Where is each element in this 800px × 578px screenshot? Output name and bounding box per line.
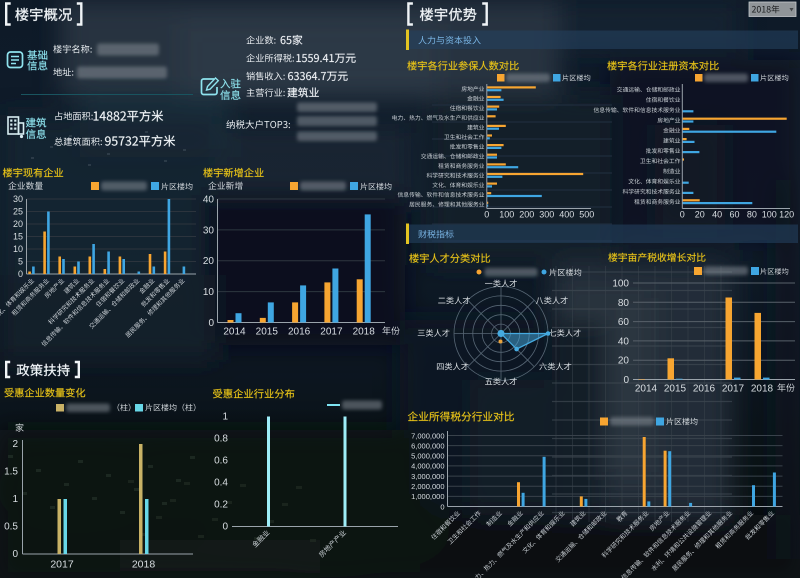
svg-text:2018: 2018 — [132, 559, 156, 571]
svg-text:2016: 2016 — [288, 327, 311, 338]
svg-text:1: 1 — [222, 412, 228, 423]
svg-text:2018: 2018 — [751, 384, 774, 395]
svg-text:80: 80 — [618, 298, 630, 309]
svg-text:120: 120 — [779, 210, 794, 220]
svg-text:5: 5 — [18, 257, 23, 267]
svg-text:2,000,000: 2,000,000 — [411, 482, 444, 491]
svg-text:100: 100 — [499, 210, 514, 220]
svg-text:0.8: 0.8 — [214, 434, 228, 445]
svg-text:30: 30 — [13, 194, 23, 204]
svg-text:60: 60 — [618, 317, 630, 328]
svg-text:7,000,000: 7,000,000 — [411, 431, 444, 440]
svg-text:40: 40 — [203, 195, 215, 206]
svg-text:10: 10 — [203, 287, 215, 298]
svg-text:0.2: 0.2 — [214, 500, 228, 511]
svg-text:20: 20 — [13, 219, 23, 229]
svg-text:100: 100 — [762, 210, 777, 220]
svg-text:2014: 2014 — [223, 327, 246, 338]
svg-text:30: 30 — [203, 225, 215, 236]
svg-text:0: 0 — [222, 522, 228, 533]
svg-text:1.5: 1.5 — [4, 467, 18, 478]
svg-text:200: 200 — [519, 210, 534, 220]
svg-text:2017: 2017 — [722, 384, 745, 395]
svg-text:400: 400 — [559, 210, 574, 220]
svg-text:10: 10 — [13, 244, 23, 254]
svg-text:60: 60 — [729, 210, 739, 220]
svg-text:0: 0 — [623, 375, 629, 386]
svg-text:100: 100 — [612, 279, 629, 290]
svg-text:4,000,000: 4,000,000 — [411, 462, 444, 471]
svg-text:0.5: 0.5 — [4, 522, 18, 533]
svg-text:2016: 2016 — [693, 384, 716, 395]
svg-text:0: 0 — [440, 502, 444, 511]
svg-text:2: 2 — [12, 439, 18, 450]
svg-text:40: 40 — [618, 336, 630, 347]
svg-text:0: 0 — [18, 269, 23, 279]
svg-text:80: 80 — [747, 210, 757, 220]
svg-text:2014: 2014 — [635, 384, 658, 395]
svg-text:0: 0 — [12, 549, 18, 560]
svg-text:0: 0 — [680, 210, 685, 220]
svg-text:15: 15 — [13, 232, 23, 242]
svg-text:2017: 2017 — [50, 559, 74, 571]
svg-text:20: 20 — [203, 256, 215, 267]
svg-text:20: 20 — [618, 356, 630, 367]
svg-text:2017: 2017 — [320, 327, 343, 338]
svg-text:0: 0 — [484, 210, 489, 220]
svg-text:0.4: 0.4 — [214, 478, 228, 489]
svg-text:25: 25 — [13, 207, 23, 217]
svg-text:300: 300 — [539, 210, 554, 220]
svg-text:2015: 2015 — [664, 384, 687, 395]
svg-text:40: 40 — [712, 210, 722, 220]
svg-text:2015: 2015 — [256, 327, 279, 338]
svg-text:6,000,000: 6,000,000 — [411, 441, 444, 450]
svg-text:0: 0 — [208, 318, 214, 329]
svg-text:5,000,000: 5,000,000 — [411, 452, 444, 461]
svg-text:0.6: 0.6 — [214, 456, 228, 467]
svg-text:3,000,000: 3,000,000 — [411, 472, 444, 481]
svg-text:2018: 2018 — [353, 327, 376, 338]
svg-text:1: 1 — [12, 494, 18, 505]
svg-text:20: 20 — [695, 210, 705, 220]
svg-text:1,000,000: 1,000,000 — [411, 492, 444, 501]
svg-text:500: 500 — [579, 210, 594, 220]
